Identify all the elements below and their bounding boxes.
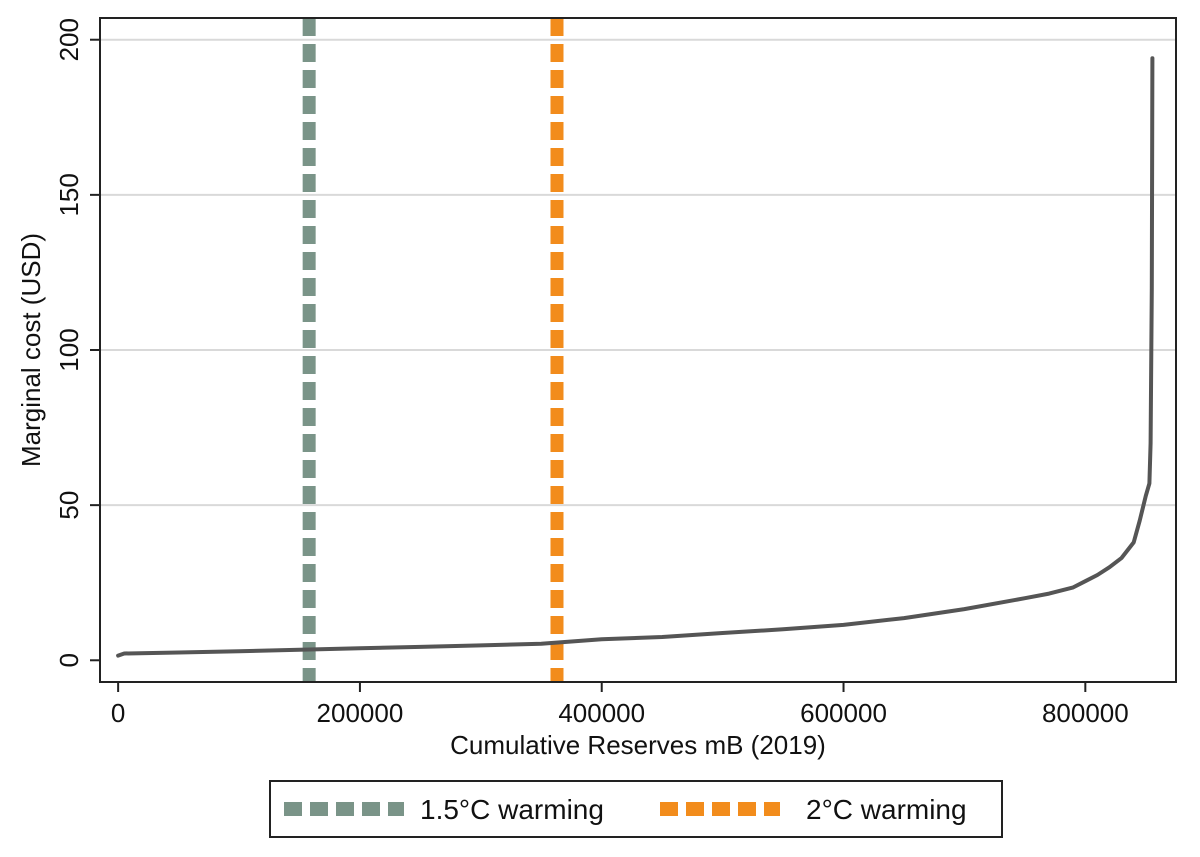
y-axis-title: Marginal cost (USD) bbox=[16, 233, 46, 467]
x-axis: 0 200000 400000 600000 800000 bbox=[111, 682, 1129, 728]
x-axis-title: Cumulative Reserves mB (2019) bbox=[450, 730, 826, 760]
x-tick-label-200000: 200000 bbox=[317, 698, 404, 728]
gridlines bbox=[100, 38, 1176, 507]
y-tick-label-100: 100 bbox=[54, 328, 84, 371]
series-line-marginal-cost bbox=[116, 56, 1155, 658]
x-tick-label-0: 0 bbox=[111, 698, 125, 728]
x-tick-label-400000: 400000 bbox=[558, 698, 645, 728]
x-tick-label-800000: 800000 bbox=[1042, 698, 1129, 728]
legend-label-1-5c: 1.5°C warming bbox=[420, 794, 604, 825]
y-tick-label-150: 150 bbox=[54, 173, 84, 216]
x-tick-label-600000: 600000 bbox=[800, 698, 887, 728]
y-tick-label-0: 0 bbox=[54, 653, 84, 667]
y-tick-label-50: 50 bbox=[54, 491, 84, 520]
legend-label-2c: 2°C warming bbox=[806, 794, 967, 825]
reference-lines bbox=[302, 18, 564, 682]
y-tick-label-200: 200 bbox=[54, 18, 84, 61]
y-axis: 0 50 100 150 200 bbox=[54, 18, 100, 668]
data-series bbox=[116, 56, 1155, 658]
legend: 1.5°C warming 2°C warming bbox=[269, 780, 1003, 838]
